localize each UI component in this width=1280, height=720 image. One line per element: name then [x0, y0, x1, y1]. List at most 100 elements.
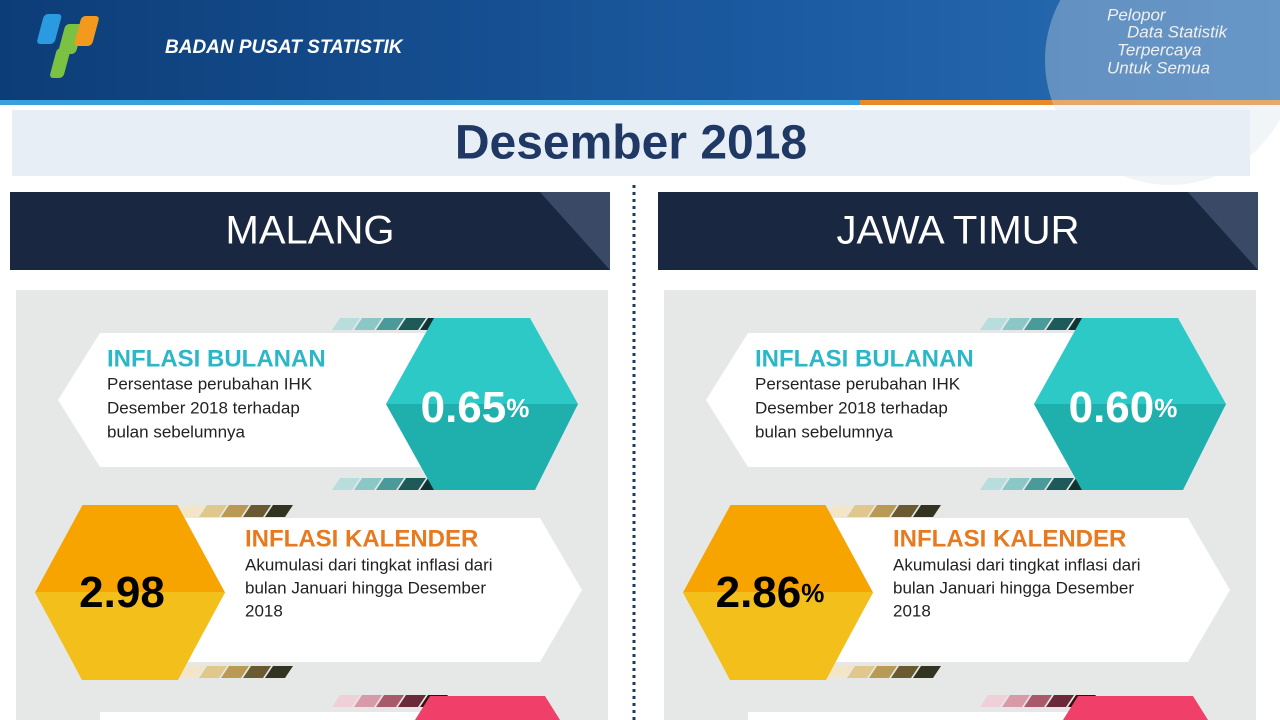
card	[100, 712, 430, 720]
stripe	[199, 666, 227, 678]
value-number: 2.86	[716, 568, 802, 617]
tagline-line: Untuk Semua	[1107, 58, 1210, 77]
stripe	[1002, 318, 1030, 330]
hexagon	[1063, 696, 1208, 720]
panel: MALANG INFLASI BULANAN Persentase perubaha…	[10, 192, 610, 720]
header-stripe	[860, 100, 1280, 105]
card	[828, 518, 1230, 662]
stripe	[980, 478, 1008, 490]
card-description: bulan Januari hingga Desember	[245, 578, 486, 597]
hexagon-shade	[35, 592, 225, 680]
region-name: JAWA TIMUR	[837, 209, 1080, 253]
card-description: Akumulasi dari tingkat inflasi dari	[245, 555, 493, 574]
stripe	[1024, 318, 1052, 330]
stripe	[243, 505, 271, 517]
page-title: Desember 2018	[455, 117, 807, 170]
stripe	[891, 505, 919, 517]
stripe	[913, 666, 941, 678]
stripe	[265, 666, 293, 678]
hexagon	[415, 696, 560, 720]
card-description: Persentase perubahan IHK	[107, 374, 313, 393]
stripe	[825, 666, 853, 678]
value-number: 0.65	[421, 383, 507, 432]
panels: MALANG INFLASI BULANAN Persentase perubaha…	[10, 192, 1258, 720]
card-label: INFLASI KALENDER	[245, 525, 478, 552]
logo	[37, 14, 99, 78]
stripe	[1046, 695, 1074, 707]
stripe	[221, 505, 249, 517]
stripe	[1024, 695, 1052, 707]
card-value: 2.86%	[716, 568, 825, 617]
stripe	[825, 505, 853, 517]
hexagon-shade	[683, 592, 873, 680]
header-stripe	[0, 100, 860, 105]
stripe	[243, 666, 271, 678]
card-description: 2018	[245, 601, 283, 620]
value-number: 0.60	[1069, 383, 1155, 432]
stripe	[199, 505, 227, 517]
card	[180, 518, 582, 662]
stripe	[869, 666, 897, 678]
stripe	[354, 478, 382, 490]
card-description: Desember 2018 terhadap	[755, 398, 948, 417]
value-unit: %	[801, 578, 824, 608]
org-name: BADAN PUSAT STATISTIK	[165, 37, 404, 58]
stripe	[980, 695, 1008, 707]
card-label: INFLASI BULANAN	[107, 345, 326, 372]
stripe	[1002, 695, 1030, 707]
stripe	[913, 505, 941, 517]
card-description: Persentase perubahan IHK	[755, 374, 961, 393]
stripe	[177, 505, 205, 517]
header-bar	[0, 0, 1280, 102]
hexagon-shade	[386, 404, 578, 490]
tagline-line: Pelopor	[1107, 5, 1167, 24]
hexagon-shade	[1034, 404, 1226, 490]
value-unit: %	[506, 393, 529, 423]
stripe	[869, 505, 897, 517]
stripe	[398, 318, 426, 330]
stripe	[847, 505, 875, 517]
card-description: bulan sebelumnya	[107, 422, 246, 441]
stripe	[1046, 478, 1074, 490]
card-label: INFLASI KALENDER	[893, 525, 1126, 552]
card-description: bulan sebelumnya	[755, 422, 894, 441]
stripe	[398, 478, 426, 490]
stripe	[354, 318, 382, 330]
card-description: 2018	[893, 601, 931, 620]
panel-header-accent	[1188, 192, 1258, 270]
title-bar	[12, 110, 1250, 176]
stripe	[398, 695, 426, 707]
panel-header	[658, 192, 1258, 270]
stripe	[265, 505, 293, 517]
card	[706, 333, 1078, 467]
card-value: 0.65%	[421, 383, 530, 432]
card-description: Desember 2018 terhadap	[107, 398, 300, 417]
stripe	[177, 666, 205, 678]
stripe	[354, 695, 382, 707]
card-description: bulan Januari hingga Desember	[893, 578, 1134, 597]
stripe	[332, 318, 360, 330]
stripe	[1002, 478, 1030, 490]
card	[58, 333, 430, 467]
panel: JAWA TIMUR INFLASI BULANAN Persentase peru…	[658, 192, 1258, 720]
card-value: 0.60%	[1069, 383, 1178, 432]
card-label: INFLASI BULANAN	[755, 345, 974, 372]
stripe	[1046, 318, 1074, 330]
stripe	[376, 695, 404, 707]
region-name: MALANG	[226, 209, 395, 253]
stripe	[376, 478, 404, 490]
tagline-line: Data Statistik	[1127, 22, 1229, 41]
stripe	[332, 695, 360, 707]
stripe	[1024, 478, 1052, 490]
panel-header	[10, 192, 610, 270]
stripe	[332, 478, 360, 490]
panel-header-accent	[540, 192, 610, 270]
stripe	[891, 666, 919, 678]
card	[748, 712, 1078, 720]
stripe	[376, 318, 404, 330]
value-number: 2.98	[79, 568, 165, 617]
stripe	[847, 666, 875, 678]
stripe	[980, 318, 1008, 330]
